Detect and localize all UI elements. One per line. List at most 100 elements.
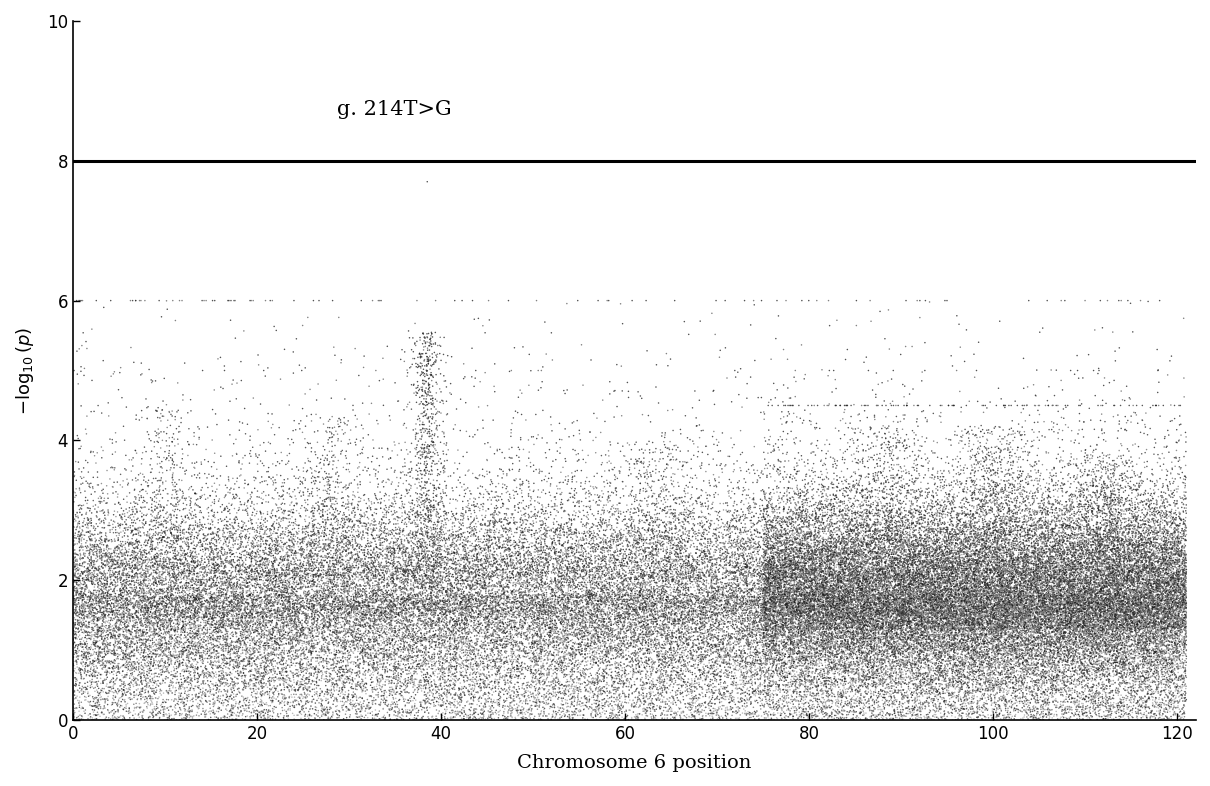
Point [1131, 607, 1151, 619]
Point [1148, 609, 1168, 622]
Point [972, 558, 991, 571]
Point [278, 505, 298, 517]
Point [761, 566, 780, 578]
Point [1036, 619, 1055, 631]
Point [688, 693, 708, 706]
Point [559, 585, 578, 597]
Point [978, 605, 997, 618]
Point [894, 479, 914, 492]
Point [679, 624, 698, 637]
Point [1035, 617, 1054, 630]
Point [382, 547, 402, 560]
Point [1038, 575, 1058, 587]
Point [981, 695, 1001, 707]
Point [871, 631, 891, 644]
Point [811, 648, 830, 660]
Point [811, 502, 830, 515]
Point [834, 547, 853, 560]
Point [165, 645, 184, 658]
Point [590, 640, 610, 652]
Point [1058, 514, 1077, 527]
Point [662, 665, 681, 678]
Point [1051, 564, 1071, 576]
Point [969, 546, 989, 559]
Point [537, 590, 557, 603]
Point [605, 572, 624, 585]
Point [1165, 607, 1185, 619]
Point [831, 632, 851, 645]
Point [478, 661, 497, 674]
Point [904, 579, 923, 592]
Point [964, 527, 984, 540]
Point [252, 626, 271, 638]
Point [963, 643, 983, 656]
Point [300, 612, 319, 624]
Point [1105, 533, 1124, 545]
Point [830, 593, 849, 606]
Point [644, 663, 663, 676]
Point [872, 674, 892, 686]
Point [1089, 611, 1108, 623]
Point [560, 522, 580, 534]
Point [1088, 609, 1107, 622]
Point [966, 609, 985, 622]
Point [388, 607, 408, 619]
Point [685, 564, 704, 576]
Point [1059, 603, 1078, 615]
Point [1032, 525, 1051, 538]
Point [1035, 677, 1054, 689]
Point [248, 626, 267, 638]
Point [955, 542, 974, 555]
Point [588, 612, 607, 624]
Point [914, 621, 933, 634]
Point [519, 585, 538, 597]
Point [379, 575, 398, 587]
Point [953, 569, 973, 582]
Point [564, 637, 583, 649]
Point [113, 659, 132, 672]
Point [328, 549, 347, 561]
Point [490, 673, 509, 685]
Point [634, 461, 653, 473]
Point [110, 509, 129, 522]
Point [488, 469, 507, 482]
Point [87, 506, 106, 519]
Point [588, 578, 607, 590]
Point [986, 591, 1006, 604]
Point [992, 570, 1012, 582]
Point [732, 598, 751, 611]
Point [661, 674, 680, 686]
Point [1028, 466, 1048, 479]
Point [1107, 700, 1127, 713]
Point [941, 645, 961, 657]
Point [916, 547, 935, 560]
Point [820, 587, 840, 600]
Point [519, 623, 538, 636]
Point [543, 619, 563, 631]
Point [1094, 557, 1113, 570]
Point [822, 631, 841, 644]
Point [334, 496, 353, 509]
Point [663, 450, 682, 463]
Point [1174, 591, 1193, 604]
Point [1062, 593, 1082, 605]
Point [203, 527, 223, 539]
Point [284, 483, 304, 496]
Point [975, 582, 995, 595]
Point [71, 529, 91, 542]
Point [923, 622, 943, 634]
Point [1147, 649, 1166, 662]
Point [257, 656, 276, 669]
Point [397, 484, 416, 497]
Point [664, 454, 684, 466]
Point [381, 516, 401, 528]
Point [831, 528, 851, 541]
Point [864, 680, 883, 692]
Point [1007, 682, 1026, 695]
Point [162, 575, 182, 587]
Point [806, 613, 825, 626]
Point [1097, 632, 1117, 645]
Point [106, 593, 126, 605]
Point [223, 599, 242, 612]
Point [301, 551, 321, 564]
